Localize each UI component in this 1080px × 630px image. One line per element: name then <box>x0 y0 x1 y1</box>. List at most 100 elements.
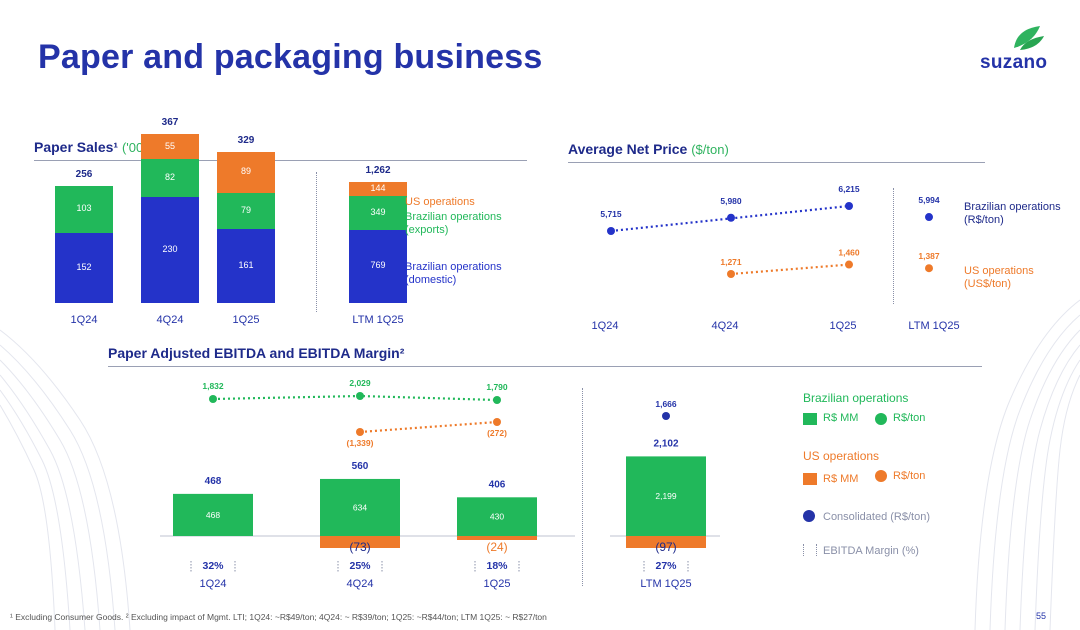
ebitda-us-ton-point-2 <box>493 418 501 426</box>
ebitda-bar-us-3 <box>626 536 706 548</box>
ebitda-bar-br-label-3: 2,199 <box>655 491 677 501</box>
ebitda-bar-br-0 <box>173 493 253 536</box>
ebitda-legend-br-mm: R$ MM <box>823 412 859 424</box>
ebitda-bar-br-3 <box>626 456 706 536</box>
ebitda-br-ton-label-2: 1,790 <box>486 382 508 392</box>
price-br-label-2: 6,215 <box>838 184 860 194</box>
sales-bar-label-us-1: 55 <box>164 140 175 151</box>
ebitda-legend-us-ton: R$/ton <box>893 470 926 482</box>
ebitda-bar-br-label-2: 430 <box>490 512 504 522</box>
price-title-rule <box>568 162 985 163</box>
sales-bar-us-3: 144 <box>349 182 407 197</box>
ebitda-x-label-1: 4Q24 <box>347 578 374 590</box>
sales-bar-label-exports-1: 82 <box>164 172 175 183</box>
ebitda-br-ton-label-0: 1,832 <box>202 381 224 391</box>
sales-bar-domestic-0: 152 <box>55 233 113 303</box>
ebitda-total-0: 468 <box>205 476 222 487</box>
sales-bar-us-2: 89 <box>217 151 275 193</box>
sales-bar-exports-2: 79 <box>217 192 275 229</box>
ebitda-total-1: 560 <box>352 461 369 472</box>
ebitda-br-ton-point-2 <box>493 396 501 404</box>
price-us-label-2: 1,460 <box>838 248 860 258</box>
ebitda-us-ton-line <box>359 420 498 434</box>
ebitda-x-label-0: 1Q24 <box>200 578 227 590</box>
sales-bar-exports-3: 349 <box>349 196 407 230</box>
sales-bar-exports-0: 103 <box>55 185 113 234</box>
sales-bar-domestic-2: 161 <box>217 228 275 303</box>
ebitda-consolidated-label: 1,666 <box>655 399 677 409</box>
price-x-label-3: LTM 1Q25 <box>908 320 959 332</box>
sales-bar-label-us-3: 144 <box>370 183 386 194</box>
page-number: 55 <box>1036 611 1047 621</box>
sales-x-label-0: 1Q24 <box>70 314 98 326</box>
ebitda-br-ton-point-0 <box>209 395 217 403</box>
ebitda-legend-br-header: Brazilian operations <box>803 391 909 405</box>
ebitda-legend-br-mm-swatch <box>803 413 817 425</box>
ebitda-consolidated-point <box>662 412 670 420</box>
ebitda-x-label-3: LTM 1Q25 <box>640 578 691 590</box>
price-br-label-1: 5,980 <box>720 196 742 206</box>
price-br-point-0 <box>607 227 615 235</box>
ebitda-legend-consolidated: Consolidated (R$/ton) <box>823 511 931 523</box>
ebitda-bar-us-label-3: (97) <box>655 540 676 554</box>
sales-total-1: 367 <box>161 117 179 129</box>
ebitda-margin-1: 25% <box>349 560 371 572</box>
ebitda-bar-us-label-1: (73) <box>349 540 370 554</box>
sales-bar-label-domestic-2: 161 <box>238 259 254 270</box>
ebitda-bar-us-1 <box>320 536 400 548</box>
ebitda-margin-2: 18% <box>486 560 508 572</box>
sales-bar-exports-1: 82 <box>141 159 199 198</box>
ebitda-br-ton-line <box>212 394 498 402</box>
sales-total-3: 1,262 <box>365 165 391 177</box>
ebitda-legend-margin-bracket-icon <box>803 544 817 556</box>
ebitda-legend-br-ton-dot <box>875 413 887 425</box>
price-br-point-2 <box>845 202 853 210</box>
price-us-point-1 <box>727 270 735 278</box>
price-us-point-2 <box>845 260 853 269</box>
sales-x-label-2: 1Q25 <box>232 314 260 326</box>
ebitda-bar-br-label-0: 468 <box>206 510 220 520</box>
sales-title-rule <box>34 160 527 161</box>
ebitda-chart: 468 468 32% 1Q24 634 (73) 560 25% 4Q24 430 (24) 406… <box>160 378 720 590</box>
sales-bar-label-exports-0: 103 <box>76 203 92 214</box>
ebitda-legend-us-mm: R$ MM <box>823 473 859 485</box>
price-br-point-1 <box>727 213 735 222</box>
sales-bar-label-domestic-0: 152 <box>76 262 92 273</box>
sales-total-2: 329 <box>237 134 255 146</box>
ebitda-total-3: 2,102 <box>653 438 678 449</box>
price-section-title: Average Net Price ($/ton) <box>568 141 729 157</box>
ebitda-bar-us-2 <box>457 536 537 540</box>
ebitda-bar-us-label-2: (24) <box>486 540 507 554</box>
sales-bar-domestic-1: 230 <box>141 197 199 303</box>
sales-bar-label-exports-3: 349 <box>370 206 386 217</box>
price-x-label-1: 4Q24 <box>712 320 739 332</box>
ebitda-legend-consolidated-dot <box>803 510 815 522</box>
sales-bar-label-domestic-1: 230 <box>162 244 178 255</box>
price-x-label-2: 1Q25 <box>830 320 857 332</box>
price-us-point-3 <box>925 264 933 273</box>
price-x-label-0: 1Q24 <box>592 320 619 332</box>
price-us-line <box>730 263 850 276</box>
sales-total-0: 256 <box>75 168 93 180</box>
sales-bar-label-exports-2: 79 <box>240 204 251 215</box>
ebitda-divider <box>582 388 583 586</box>
sales-legend-exports: Brazilian operations (exports) <box>405 211 502 236</box>
sales-x-label-3: LTM 1Q25 <box>352 314 404 326</box>
ebitda-bar-br-2 <box>457 497 537 536</box>
price-br-label-0: 5,715 <box>600 209 622 219</box>
price-br-label-3: 5,994 <box>918 195 940 205</box>
ebitda-us-ton-point-1 <box>356 428 364 436</box>
price-us-label-1: 1,271 <box>720 257 742 267</box>
ebitda-total-2: 406 <box>489 479 506 490</box>
ebitda-br-ton-point-1 <box>356 392 364 400</box>
price-br-point-3 <box>925 213 933 222</box>
price-divider <box>893 188 894 304</box>
ebitda-bar-br-1 <box>320 478 400 536</box>
ebitda-margin-0: 32% <box>202 560 224 572</box>
logo-text: suzano <box>980 52 1048 73</box>
ebitda-legend-us-header: US operations <box>803 449 880 463</box>
ebitda-legend-us-ton-dot <box>875 470 887 482</box>
ebitda-legend-us-mm-swatch <box>803 473 817 485</box>
sales-x-label-1: 4Q24 <box>156 314 184 326</box>
